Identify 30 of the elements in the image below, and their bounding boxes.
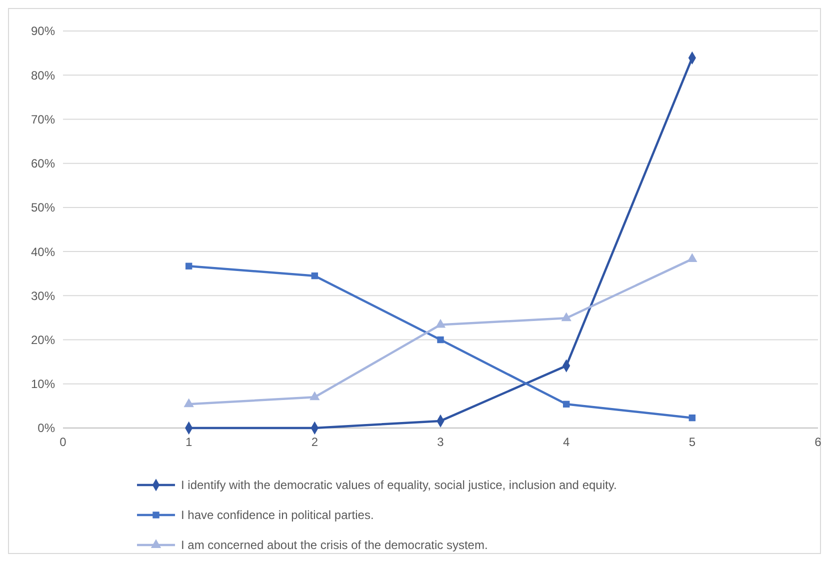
y-tick-label: 90% bbox=[30, 24, 56, 38]
y-tick-label: 10% bbox=[30, 377, 56, 392]
point bbox=[184, 398, 194, 408]
point bbox=[561, 312, 572, 322]
legend-label: I am concerned about the crisis of the democratic system. bbox=[181, 538, 488, 552]
y-tick-label: 20% bbox=[30, 332, 56, 347]
legend-label: I have confidence in political parties. bbox=[181, 508, 374, 522]
point bbox=[310, 391, 320, 400]
x-tick-label: 1 bbox=[185, 435, 192, 449]
point bbox=[185, 262, 192, 270]
point bbox=[437, 336, 444, 344]
y-tick-label: 0% bbox=[38, 421, 56, 436]
x-tick-label: 5 bbox=[688, 435, 696, 449]
point bbox=[562, 400, 570, 408]
point bbox=[687, 253, 698, 262]
x-tick-label: 0 bbox=[60, 435, 67, 449]
y-tick-label: 60% bbox=[30, 156, 56, 171]
point bbox=[435, 318, 446, 328]
y-tick-label: 50% bbox=[30, 200, 56, 215]
point bbox=[311, 272, 318, 280]
y-tick-label: 30% bbox=[30, 288, 56, 303]
point bbox=[688, 414, 696, 422]
y-tick-label: 40% bbox=[30, 244, 56, 259]
x-tick-label: 3 bbox=[437, 435, 444, 449]
y-tick-label: 80% bbox=[30, 68, 56, 82]
x-tick-label: 6 bbox=[814, 435, 822, 449]
y-tick-label: 70% bbox=[30, 112, 56, 126]
x-tick-label: 2 bbox=[311, 435, 318, 449]
legend-label: I identify with the democratic values of equality, social justice, inclusion and equity. bbox=[181, 478, 617, 492]
x-tick-label: 4 bbox=[562, 435, 570, 449]
